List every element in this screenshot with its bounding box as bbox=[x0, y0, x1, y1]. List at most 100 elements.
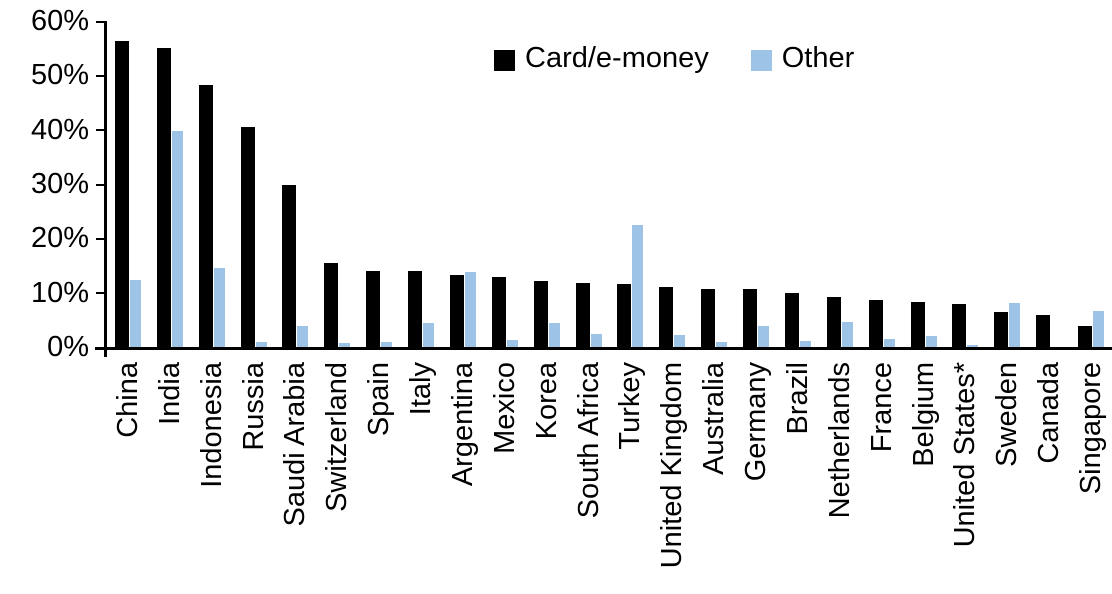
bar-other-france bbox=[883, 338, 895, 347]
bar-group-indonesia bbox=[191, 21, 233, 347]
x-tick-label-text: South Africa bbox=[572, 362, 605, 519]
x-tick-label-united-states: United States* bbox=[949, 362, 982, 594]
bar-other-argentina bbox=[464, 272, 476, 347]
bar-card-e-money-spain bbox=[366, 270, 381, 347]
bar-other-switzerland bbox=[339, 343, 351, 347]
x-tick-label-text: Germany bbox=[740, 362, 773, 482]
legend-swatch-other bbox=[750, 49, 772, 71]
bar-other-sweden bbox=[1009, 303, 1021, 347]
y-axis-tick-30% bbox=[96, 183, 105, 186]
bar-card-e-money-singapore bbox=[1078, 325, 1093, 347]
bar-card-e-money-korea bbox=[533, 280, 548, 347]
bar-group-mexico bbox=[484, 21, 526, 347]
x-tick-label-netherlands: Netherlands bbox=[823, 362, 856, 594]
x-tick-label-south-africa: South Africa bbox=[572, 362, 605, 594]
bar-other-belgium bbox=[925, 336, 937, 347]
bar-group-italy bbox=[400, 21, 442, 347]
bar-other-indonesia bbox=[213, 268, 225, 347]
x-tick-label-text: United States* bbox=[949, 362, 982, 548]
bar-card-e-money-saudi-arabia bbox=[282, 185, 297, 347]
bar-card-e-money-china bbox=[114, 41, 129, 347]
y-tick-label-20%: 20% bbox=[30, 222, 89, 255]
x-tick-label-united-kingdom: United Kingdom bbox=[656, 362, 689, 594]
bar-group-india bbox=[149, 21, 191, 347]
x-tick-label-text: Netherlands bbox=[823, 362, 856, 519]
bar-card-e-money-united-kingdom bbox=[659, 287, 674, 347]
y-tick-label-60%: 60% bbox=[30, 5, 89, 37]
x-tick-label-argentina: Argentina bbox=[446, 362, 479, 594]
bar-card-e-money-belgium bbox=[910, 302, 925, 347]
x-tick-label-text: Canada bbox=[1033, 362, 1066, 464]
y-axis-tick-10% bbox=[96, 292, 105, 295]
x-tick-label-text: Korea bbox=[530, 362, 563, 440]
bar-card-e-money-sweden bbox=[994, 311, 1009, 347]
bar-card-e-money-indonesia bbox=[198, 85, 213, 347]
bar-group-russia bbox=[233, 21, 275, 347]
x-tick-label-india: India bbox=[154, 362, 186, 594]
x-tick-label-singapore: Singapore bbox=[1075, 362, 1108, 594]
bar-other-india bbox=[171, 130, 183, 347]
x-tick-label-indonesia: Indonesia bbox=[195, 362, 228, 594]
bar-group-switzerland bbox=[316, 21, 358, 347]
x-tick-label-text: Brazil bbox=[781, 362, 814, 435]
bar-other-turkey bbox=[632, 224, 644, 347]
bar-other-saudi-arabia bbox=[297, 326, 309, 347]
x-tick-label-text: Singapore bbox=[1075, 362, 1108, 495]
bar-other-spain bbox=[381, 341, 393, 347]
bar-group-canada bbox=[1028, 21, 1070, 347]
x-tick-label-france: France bbox=[865, 362, 898, 594]
bar-other-brazil bbox=[799, 341, 811, 347]
bar-other-singapore bbox=[1093, 310, 1105, 347]
bar-group-korea bbox=[526, 21, 568, 347]
legend-swatch-card-e-money bbox=[494, 49, 515, 71]
bar-card-e-money-united-states bbox=[952, 304, 967, 347]
x-tick-label-text: Turkey bbox=[614, 362, 647, 450]
bar-card-e-money-germany bbox=[743, 289, 758, 347]
bar-other-germany bbox=[758, 325, 770, 347]
y-tick-label-30%: 30% bbox=[30, 168, 89, 200]
legend-label-other: Other bbox=[781, 42, 855, 74]
bar-group-united-kingdom bbox=[651, 21, 693, 347]
x-tick-label-text: France bbox=[865, 362, 898, 453]
x-tick-label-text: United Kingdom bbox=[656, 362, 689, 569]
bar-other-united-kingdom bbox=[674, 334, 686, 347]
bar-card-e-money-india bbox=[156, 48, 171, 347]
x-tick-label-china: China bbox=[112, 362, 144, 594]
plot-area bbox=[107, 21, 1112, 347]
x-tick-label-text: Argentina bbox=[446, 362, 479, 487]
bar-card-e-money-netherlands bbox=[826, 297, 841, 347]
bar-other-china bbox=[129, 280, 141, 347]
bar-group-netherlands bbox=[819, 21, 861, 347]
bar-group-australia bbox=[693, 21, 735, 347]
x-tick-label-text: Indonesia bbox=[195, 362, 228, 488]
bar-card-e-money-south-africa bbox=[575, 283, 590, 347]
bar-card-e-money-canada bbox=[1036, 314, 1051, 347]
x-tick-label-spain: Spain bbox=[363, 362, 395, 594]
bar-other-netherlands bbox=[841, 321, 853, 347]
y-axis-tick-40% bbox=[96, 129, 105, 132]
bar-other-australia bbox=[716, 342, 728, 347]
x-tick-label-text: Mexico bbox=[488, 362, 521, 454]
x-tick-label-germany: Germany bbox=[740, 362, 773, 594]
bar-card-e-money-turkey bbox=[617, 284, 632, 347]
x-tick-label-canada: Canada bbox=[1033, 362, 1066, 594]
x-axis-line bbox=[95, 347, 1112, 350]
bar-card-e-money-australia bbox=[701, 288, 716, 347]
y-tick-label-10%: 10% bbox=[30, 276, 89, 309]
bar-card-e-money-italy bbox=[408, 270, 423, 347]
x-tick-label-text: Belgium bbox=[907, 362, 940, 467]
legend-item-card-e-money: Card/e-money bbox=[494, 42, 709, 75]
bar-other-united-states bbox=[967, 345, 979, 347]
bar-group-south-africa bbox=[568, 21, 610, 347]
bar-card-e-money-russia bbox=[240, 126, 255, 347]
x-tick-label-belgium: Belgium bbox=[907, 362, 940, 594]
y-axis-tick-60% bbox=[96, 20, 105, 23]
bar-group-belgium bbox=[903, 21, 945, 347]
x-tick-label-text: Saudi Arabia bbox=[279, 362, 312, 527]
x-tick-label-russia: Russia bbox=[238, 362, 270, 594]
y-axis-line bbox=[104, 21, 107, 357]
x-tick-label-text: Sweden bbox=[991, 362, 1024, 467]
x-tick-label-brazil: Brazil bbox=[781, 362, 814, 594]
bar-other-south-africa bbox=[590, 334, 602, 347]
